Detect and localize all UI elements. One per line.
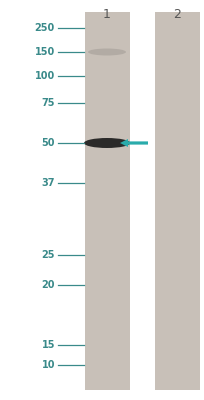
Text: 50: 50 [41,138,55,148]
Ellipse shape [88,48,125,56]
Bar [154,12,199,390]
Text: 75: 75 [41,98,55,108]
Text: 250: 250 [35,23,55,33]
Text: 25: 25 [41,250,55,260]
Bar [85,12,129,390]
Text: 2: 2 [172,8,180,21]
Text: 37: 37 [41,178,55,188]
Text: 150: 150 [35,47,55,57]
Ellipse shape [84,138,129,148]
Text: 15: 15 [41,340,55,350]
Text: 20: 20 [41,280,55,290]
Text: 1: 1 [103,8,110,21]
FancyArrow shape [119,139,147,147]
Text: 100: 100 [35,71,55,81]
Text: 10: 10 [41,360,55,370]
